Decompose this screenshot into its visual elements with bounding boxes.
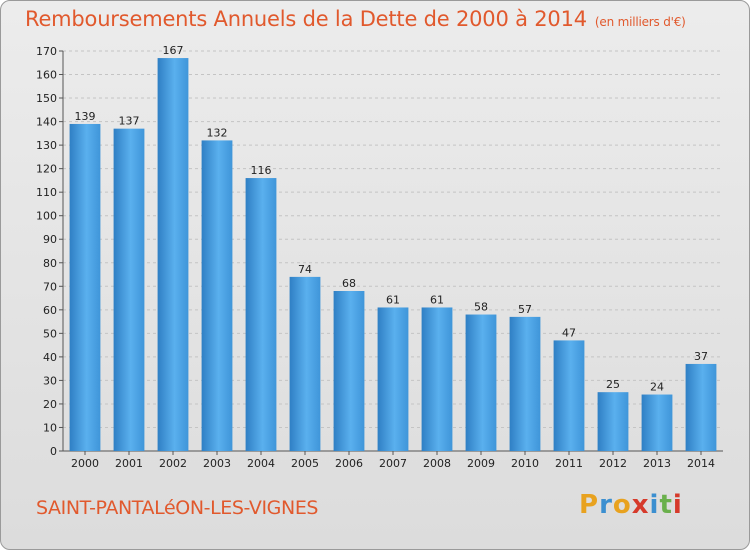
chart-title: Remboursements Annuels de la Dette de 20…: [25, 7, 587, 31]
x-tick-label-2008: 2008: [423, 457, 451, 470]
bar-2010: [509, 316, 541, 451]
data-label-2001: 137: [119, 115, 140, 128]
x-tick-label-2002: 2002: [159, 457, 187, 470]
proxiti-logo: Proxiti: [579, 490, 683, 520]
y-tick-label: 30: [43, 374, 57, 387]
bar-2007: [377, 307, 409, 451]
y-tick-label: 110: [36, 186, 57, 199]
logo-letter: r: [599, 490, 613, 520]
bar-2005: [289, 276, 321, 451]
logo-letter: t: [659, 490, 673, 520]
x-tick-label-2000: 2000: [71, 457, 99, 470]
bar-2014: [685, 363, 717, 451]
x-tick-label-2011: 2011: [555, 457, 583, 470]
x-tick-label-2009: 2009: [467, 457, 495, 470]
data-label-2004: 116: [251, 164, 272, 177]
bar-2009: [465, 314, 497, 451]
bar-2003: [201, 140, 233, 452]
x-tick-label-2005: 2005: [291, 457, 319, 470]
y-tick-label: 0: [50, 445, 57, 458]
y-tick-label: 150: [36, 92, 57, 105]
data-label-2006: 68: [342, 277, 356, 290]
y-tick-label: 170: [36, 45, 57, 58]
y-tick-label: 90: [43, 233, 57, 246]
logo-letter: i: [672, 490, 683, 520]
y-tick-label: 160: [36, 69, 57, 82]
bar-2000: [69, 123, 101, 452]
y-axis-ticks: 0 10 20 30 40 50 60 70 80 90 100 110 120 130 140 150 160…: [36, 45, 57, 458]
y-tick-label: 70: [43, 280, 57, 293]
y-tick-label: 10: [43, 421, 57, 434]
y-tick-label: 140: [36, 116, 57, 129]
x-tick-label-2010: 2010: [511, 457, 539, 470]
chart-title-block: Remboursements Annuels de la Dette de 20…: [25, 7, 686, 31]
bar-2001: [113, 128, 145, 451]
y-tick-label: 120: [36, 163, 57, 176]
commune-name: SAINT-PANTALéON-LES-VIGNES: [36, 497, 319, 519]
x-tick-label-2004: 2004: [247, 457, 275, 470]
x-axis-ticks: 2000 2001 2002 2003 2004 2005 2006 2007 2008 2009…: [71, 457, 715, 470]
x-tick-label-2003: 2003: [203, 457, 231, 470]
logo-letter: i: [649, 490, 660, 520]
bar-2002: [157, 58, 189, 451]
x-tick-label-2007: 2007: [379, 457, 407, 470]
y-tick-label: 60: [43, 304, 57, 317]
data-label-2014: 37: [694, 350, 708, 363]
data-label-2011: 47: [562, 326, 576, 339]
y-tick-label: 20: [43, 398, 57, 411]
x-tick-label-2012: 2012: [599, 457, 627, 470]
data-label-2012: 25: [606, 378, 620, 391]
bar-2004: [245, 178, 277, 451]
data-label-2010: 57: [518, 303, 532, 316]
x-tick-label-2006: 2006: [335, 457, 363, 470]
x-tick-label-2014: 2014: [687, 457, 715, 470]
data-label-2005: 74: [298, 263, 312, 276]
logo-letter: o: [612, 490, 632, 520]
data-labels: 139 137 167 132 116 74 68 61 61 58 57 47 25 24 37: [75, 44, 709, 393]
bar-2006: [333, 291, 365, 451]
y-tick-label: 40: [43, 351, 57, 364]
y-tick-label: 100: [36, 210, 57, 223]
data-label-2009: 58: [474, 301, 488, 314]
logo-letter: P: [579, 490, 600, 520]
y-tick-label: 130: [36, 139, 57, 152]
logo-letter: x: [631, 490, 650, 520]
data-label-2007: 61: [386, 293, 400, 306]
bar-2012: [597, 392, 629, 451]
bar-2011: [553, 340, 585, 451]
bar-2008: [421, 307, 453, 451]
data-label-2013: 24: [650, 381, 664, 394]
bar-2013: [641, 394, 673, 451]
y-tick-label: 50: [43, 327, 57, 340]
x-tick-label-2013: 2013: [643, 457, 671, 470]
data-label-2000: 139: [75, 110, 96, 123]
bars: [69, 58, 717, 452]
chart-subtitle: (en milliers d'€): [594, 15, 686, 29]
data-label-2002: 167: [163, 44, 184, 57]
y-tick-label: 80: [43, 257, 57, 270]
data-label-2003: 132: [207, 126, 228, 139]
data-label-2008: 61: [430, 293, 444, 306]
x-tick-label-2001: 2001: [115, 457, 143, 470]
